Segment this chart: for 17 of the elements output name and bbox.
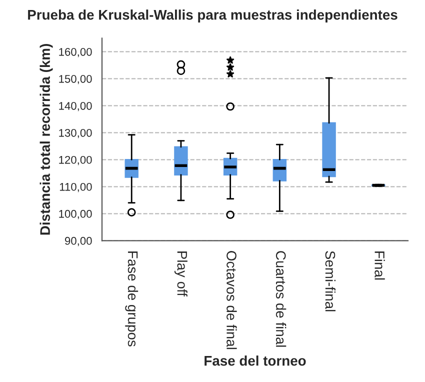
y-tick-label: 160,00 <box>59 48 92 58</box>
y-tick-label: 130,00 <box>59 128 92 138</box>
x-tick-label: Cuartos de final <box>276 251 286 347</box>
x-tick-label: Fase de grupos <box>125 252 138 346</box>
y-tick-label: 140,00 <box>59 102 92 112</box>
x-tick-label: Play off <box>174 252 188 296</box>
y-tick-label: 120,00 <box>59 156 92 166</box>
chart-title: Prueba de Kruskal-Wallis para muestras independientes <box>28 10 398 22</box>
x-axis-title: Fase del torneo <box>204 356 306 366</box>
y-axis-title: Distancia total recorrida (km) <box>40 44 53 235</box>
x-tick-label: Octavos de final <box>226 251 237 350</box>
y-tick-label: 90,00 <box>64 236 92 246</box>
y-tick-label: 100,00 <box>59 210 92 220</box>
y-tick-label: 110,00 <box>60 182 92 192</box>
x-tick-label: Final <box>374 252 385 280</box>
y-tick-label: 150,00 <box>59 74 92 84</box>
x-tick-label: Semi-final <box>325 251 336 312</box>
